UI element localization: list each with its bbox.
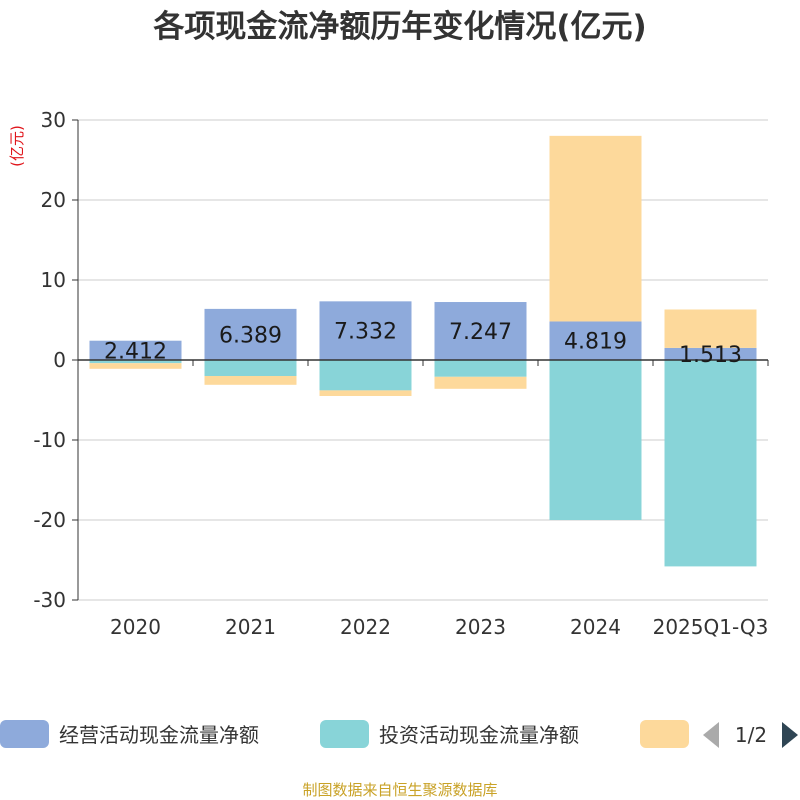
legend: 经营活动现金流量净额 投资活动现金流量净额 — [0, 720, 689, 748]
x-axis-ticks: 2020 2021 2022 2023 2024 2025Q1-Q3 — [110, 615, 768, 639]
data-label: 6.389 — [219, 323, 282, 348]
chart-title: 各项现金流净额历年变化情况(亿元) — [152, 9, 646, 45]
bar-series1-2024[interactable] — [549, 321, 642, 360]
source-note: 制图数据来自恒生聚源数据库 — [302, 781, 497, 799]
bar-series3-2020[interactable] — [89, 363, 182, 369]
y-tick-label: 0 — [53, 348, 66, 372]
data-labels: 2.412 6.389 7.332 7.247 4.819 1.513 — [104, 320, 742, 368]
legend-swatch — [0, 720, 49, 748]
y-tick-label: -10 — [33, 428, 66, 452]
y-tick-label: -20 — [33, 508, 66, 532]
bar-series1-2021[interactable] — [204, 308, 297, 360]
x-tick-label: 2023 — [455, 615, 506, 639]
bar-series3-2023[interactable] — [434, 376, 527, 389]
y-tick-label: 20 — [41, 188, 66, 212]
bar-series2-2021[interactable] — [204, 360, 297, 376]
data-label: 7.332 — [334, 320, 397, 345]
x-tick-label: 2024 — [570, 615, 621, 639]
bar-series2-2024[interactable] — [549, 360, 642, 520]
pager-prev-icon[interactable] — [703, 722, 719, 748]
bar-series1-2023[interactable] — [434, 302, 527, 360]
bars — [89, 135, 757, 567]
x-tick-label: 2025Q1-Q3 — [653, 615, 769, 639]
data-label: 7.247 — [449, 320, 512, 345]
legend-item-2[interactable]: 投资活动现金流量净额 — [320, 720, 579, 748]
axes — [77, 120, 769, 600]
legend-label: 投资活动现金流量净额 — [379, 723, 579, 747]
bar-series3-2024[interactable] — [549, 135, 642, 322]
data-label: 2.412 — [104, 339, 167, 364]
bar-series2-2022[interactable] — [319, 360, 412, 391]
bar-series3-2025Q1-Q3[interactable] — [664, 309, 757, 348]
legend-swatch — [640, 720, 689, 748]
data-label: 4.819 — [564, 330, 627, 355]
legend-item-1[interactable]: 经营活动现金流量净额 — [0, 720, 259, 748]
x-tick-label: 2022 — [340, 615, 391, 639]
legend-label: 经营活动现金流量净额 — [59, 723, 259, 747]
bar-series2-2023[interactable] — [434, 360, 527, 377]
bar-series3-2021[interactable] — [204, 376, 297, 385]
data-label: 1.513 — [679, 343, 742, 368]
y-axis-unit-label: (亿元) — [8, 125, 26, 167]
bar-series1-2022[interactable] — [319, 301, 412, 360]
pager-page-indicator: 1/2 — [735, 723, 767, 747]
legend-pager: 1/2 — [703, 722, 798, 748]
y-tick-label: 30 — [41, 108, 66, 132]
y-tick-label: 10 — [41, 268, 66, 292]
bar-series1-2020[interactable] — [89, 340, 182, 360]
bar-series1-2025Q1-Q3[interactable] — [664, 347, 757, 360]
y-axis-ticks: 30 20 10 0 -10 -20 -30 — [33, 108, 78, 612]
y-tick-label: -30 — [33, 588, 66, 612]
x-tick-label: 2020 — [110, 615, 161, 639]
bar-series3-2022[interactable] — [319, 390, 412, 396]
x-tick-label: 2021 — [225, 615, 276, 639]
legend-swatch — [320, 720, 369, 748]
legend-item-3[interactable] — [640, 720, 689, 748]
bar-series2-2025Q1-Q3[interactable] — [664, 360, 757, 567]
pager-next-icon[interactable] — [782, 722, 798, 748]
bar-series2-2020[interactable] — [89, 360, 182, 364]
